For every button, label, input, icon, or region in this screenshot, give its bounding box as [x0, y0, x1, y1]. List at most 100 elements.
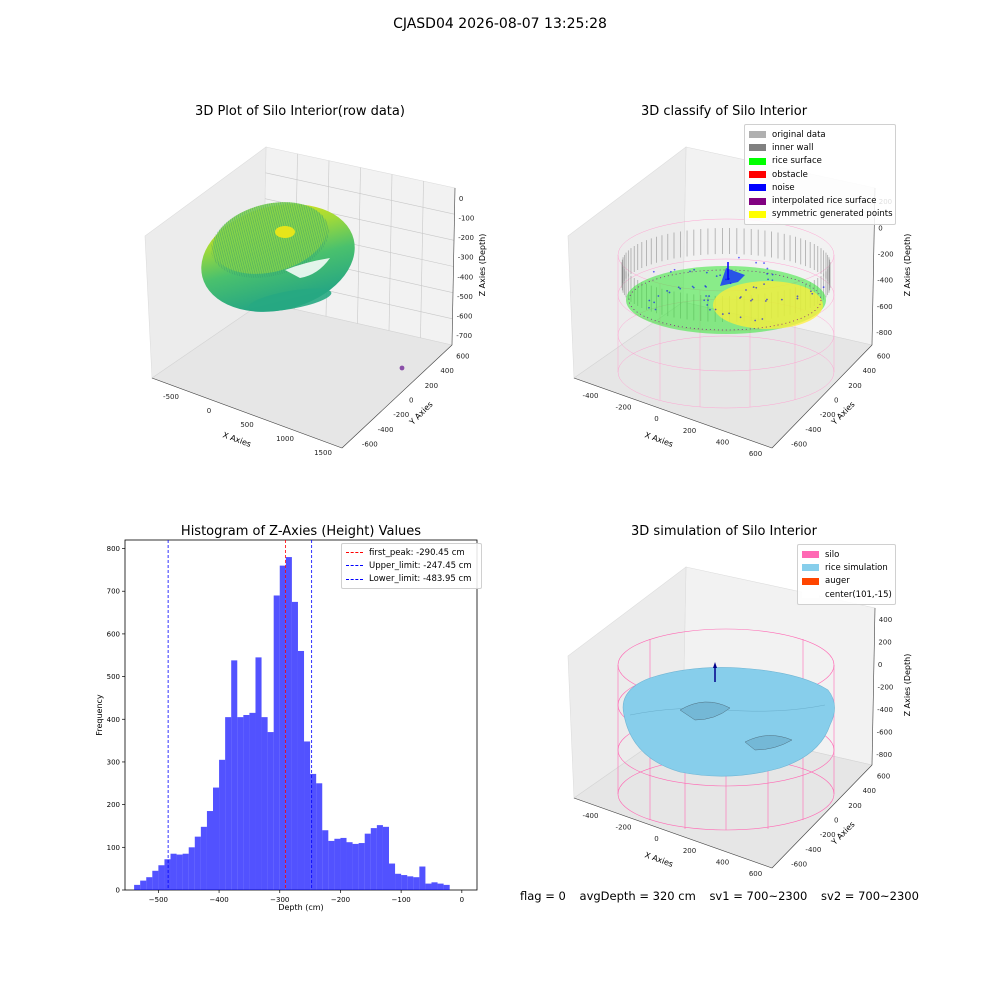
x-tick-label: 0 [654, 415, 658, 423]
legend-swatch [749, 131, 766, 139]
histogram-bar [431, 882, 438, 890]
z-tick-label: -200 [878, 250, 894, 258]
noise-point [738, 256, 740, 259]
noise-point [652, 270, 655, 273]
histogram-bar [291, 601, 298, 890]
noise-point [679, 287, 682, 290]
noise-point [728, 277, 730, 280]
legend-item-first-peak: first_peak: -290.45 cm [346, 546, 477, 559]
x-tick-label: 200 [683, 427, 696, 435]
y-tick-label: 600 [877, 352, 890, 360]
z-tick-label: -500 [457, 293, 473, 301]
y-tick-label: 0 [116, 887, 120, 895]
legend-item-rice-surface: rice surface [749, 155, 891, 168]
x-tick-label: 0 [207, 407, 211, 415]
x-tick-label: −500 [149, 896, 168, 904]
z-tick-label: 0 [459, 195, 463, 203]
y-tick-label: 600 [456, 352, 469, 360]
z-tick-label: 0 [878, 224, 882, 232]
raw-z-axis-label: Z Axies (Depth) [478, 234, 487, 297]
y-tick-label: 400 [107, 716, 120, 724]
x-tick-label: −400 [209, 896, 228, 904]
noise-point [677, 286, 680, 289]
raw-x-axis-line [151, 377, 343, 449]
histogram-bar [243, 715, 250, 890]
histogram-bar [273, 595, 280, 890]
histogram-bar [237, 717, 244, 890]
status-footer: flag = 0 avgDepth = 320 cm sv1 = 700~230… [520, 889, 929, 903]
raw-3d-plot[interactable]: -5000500100015006004002000-200-400-6000-… [0, 0, 500, 500]
legend-item-symmetric-generated-points: symmetric generated points [749, 208, 893, 221]
histogram-bar [395, 873, 402, 890]
y-tick-label: -200 [393, 411, 409, 419]
raw-cloud-hotspot [275, 226, 295, 238]
raw-x-axis-label: X Axies [221, 430, 252, 449]
simulation-z-axis-line [871, 607, 876, 766]
noise-point [705, 295, 707, 297]
histogram-bar [194, 836, 201, 890]
classify-noise-points [648, 256, 825, 322]
z-tick-label: -600 [877, 303, 893, 311]
noise-point [767, 278, 769, 281]
histogram-bar [322, 830, 329, 890]
noise-point [796, 295, 799, 298]
classify-y-axis-line [771, 344, 873, 449]
classify-3d-plot[interactable]: -400-20002004006006004002000-200-400-600… [500, 0, 1000, 500]
y-tick-label: 200 [848, 382, 861, 390]
noise-point [739, 316, 742, 319]
y-tick-label: -600 [362, 441, 378, 449]
histogram-bar [206, 811, 213, 890]
noise-point [811, 292, 814, 295]
histogram-bar [334, 838, 341, 890]
histogram-bars [134, 557, 450, 890]
y-tick-label: 200 [425, 382, 438, 390]
figure-title: CJASD04 2026-08-07 13:25:28 [393, 16, 607, 32]
z-tick-label: -700 [456, 332, 472, 340]
noise-point [705, 286, 707, 288]
histogram-bar [328, 840, 335, 890]
histogram-chart[interactable]: −500 −400 −300 −200 −100 0 0 100 200 300 400 500 60… [0, 500, 500, 920]
legend-swatch [802, 564, 819, 572]
z-tick-label: 200 [878, 639, 891, 647]
legend-line [346, 565, 363, 567]
noise-point [763, 283, 765, 286]
noise-point [705, 271, 708, 274]
histogram-bar [437, 883, 444, 890]
z-tick-label: -800 [876, 329, 892, 337]
histogram-bar [231, 660, 238, 890]
histogram-bar [419, 866, 426, 890]
legend-swatch [749, 171, 766, 179]
z-tick-label: -100 [458, 214, 474, 222]
x-tick-label: 500 [240, 421, 253, 429]
histogram-bar [376, 825, 383, 890]
noise-point [707, 299, 709, 302]
raw-tick-labels: -5000500100015006004002000-200-400-6000-… [163, 195, 474, 457]
classify-noise-cluster [720, 268, 745, 286]
histogram-bar [297, 650, 305, 890]
histogram-bar [219, 759, 226, 890]
histogram-bar [346, 842, 353, 890]
histogram-bar [158, 865, 165, 890]
noise-point [673, 268, 676, 271]
classify-z-axis-label: Z Axies (Depth) [903, 234, 912, 297]
legend-line [346, 578, 363, 580]
x-tick-label: 400 [716, 439, 729, 447]
histogram-bar [140, 880, 147, 890]
noise-point [668, 291, 671, 294]
z-tick-label: 0 [878, 661, 882, 669]
noise-point [763, 262, 765, 264]
legend-item-lower-limit: Lower_limit: -483.95 cm [346, 573, 477, 586]
simulation-3d-plot[interactable]: -400-20002004006006004002000-200-400-600… [500, 500, 1000, 900]
noise-point [691, 285, 694, 288]
y-tick-label: -200 [820, 831, 836, 839]
raw-point-cloud [201, 202, 405, 371]
y-tick-label: 400 [863, 367, 876, 375]
raw-z-axis-line [451, 187, 456, 346]
histogram-bar [382, 826, 389, 890]
sv1-status: sv1 = 700~2300 [709, 889, 808, 903]
sv2-status: sv2 = 700~2300 [821, 889, 919, 903]
classify-interpolated-surface [628, 269, 822, 331]
simulation-rice-dip-2 [744, 735, 793, 751]
histogram-bar [425, 883, 432, 890]
noise-point [715, 275, 718, 278]
